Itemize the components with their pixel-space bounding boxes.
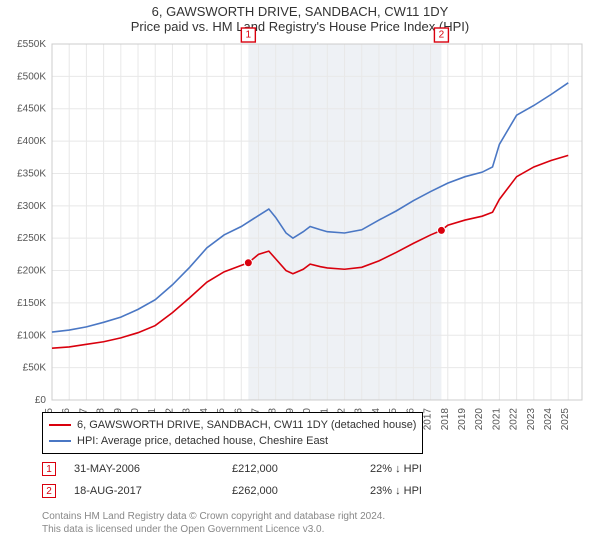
x-tick-label: 2022 xyxy=(509,408,520,431)
legend-label: 6, GAWSWORTH DRIVE, SANDBACH, CW11 1DY (… xyxy=(77,417,416,433)
y-tick-label: £400K xyxy=(17,136,46,147)
footer-attribution: Contains HM Land Registry data © Crown c… xyxy=(42,510,385,536)
sale-delta: 23% ↓ HPI xyxy=(370,485,490,497)
sale-point-2 xyxy=(437,226,445,234)
footer-line2: This data is licensed under the Open Gov… xyxy=(42,523,385,536)
y-tick-label: £50K xyxy=(23,363,47,374)
x-tick-label: 2024 xyxy=(543,408,554,431)
x-tick-label: 2021 xyxy=(491,408,502,431)
y-tick-label: £300K xyxy=(17,201,46,212)
x-tick-label: 2025 xyxy=(560,408,571,431)
legend-swatch xyxy=(49,424,71,426)
sale-row-marker: 1 xyxy=(42,462,56,476)
y-tick-label: £500K xyxy=(17,71,46,82)
sale-row-marker: 2 xyxy=(42,484,56,498)
sale-price: £262,000 xyxy=(232,485,352,497)
sale-row: 2 18-AUG-2017 £262,000 23% ↓ HPI xyxy=(42,480,490,502)
y-tick-label: £450K xyxy=(17,104,46,115)
price-chart: £0 £50K £100K £150K £200K £250K £300K £350K £400… xyxy=(0,0,590,440)
y-tick-label: £350K xyxy=(17,168,46,179)
sale-marker-label-2: 2 xyxy=(439,30,445,41)
x-tick-label: 2019 xyxy=(457,408,468,431)
y-tick-label: £150K xyxy=(17,298,46,309)
legend: 6, GAWSWORTH DRIVE, SANDBACH, CW11 1DY (… xyxy=(42,412,423,454)
legend-label: HPI: Average price, detached house, Ches… xyxy=(77,433,328,449)
sale-delta: 22% ↓ HPI xyxy=(370,463,490,475)
y-tick-label: £200K xyxy=(17,266,46,277)
sale-marker-label-1: 1 xyxy=(246,30,252,41)
y-tick-label: £0 xyxy=(35,395,47,406)
x-tick-label: 2020 xyxy=(474,408,485,431)
x-tick-label: 2018 xyxy=(440,408,451,431)
footer-line1: Contains HM Land Registry data © Crown c… xyxy=(42,510,385,523)
sale-row: 1 31-MAY-2006 £212,000 22% ↓ HPI xyxy=(42,458,490,480)
y-tick-label: £250K xyxy=(17,233,46,244)
sale-price: £212,000 xyxy=(232,463,352,475)
sales-table: 1 31-MAY-2006 £212,000 22% ↓ HPI 2 18-AUG-201… xyxy=(42,458,490,502)
x-tick-label: 2023 xyxy=(526,408,537,431)
sale-point-1 xyxy=(244,259,252,267)
y-tick-label: £100K xyxy=(17,330,46,341)
y-tick-label: £550K xyxy=(17,39,46,50)
legend-item: 6, GAWSWORTH DRIVE, SANDBACH, CW11 1DY (… xyxy=(49,417,416,433)
legend-item: HPI: Average price, detached house, Ches… xyxy=(49,433,416,449)
sale-date: 18-AUG-2017 xyxy=(74,485,214,497)
sale-date: 31-MAY-2006 xyxy=(74,463,214,475)
x-tick-label: 2017 xyxy=(423,408,434,431)
legend-swatch xyxy=(49,440,71,442)
